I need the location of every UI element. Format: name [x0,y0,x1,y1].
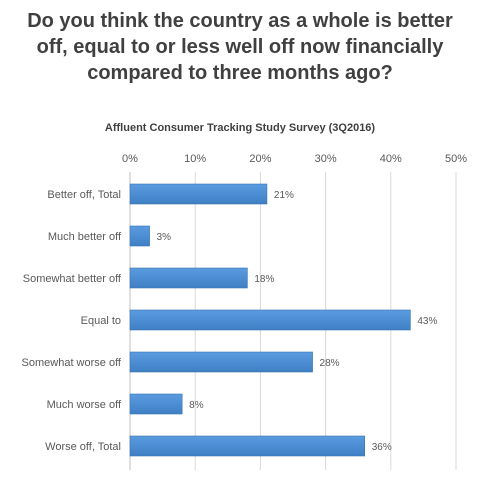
category-label: Somewhat worse off [22,357,122,369]
x-tick-label: 30% [315,153,337,165]
bar [129,393,183,415]
bar [129,435,366,457]
x-tick-label: 50% [445,153,467,165]
bars [129,183,411,457]
category-label: Better off, Total [47,189,121,201]
data-label: 3% [157,232,172,243]
bar [129,267,248,289]
data-label: 28% [320,358,340,369]
data-label: 8% [189,400,204,411]
category-label: Much better off [48,231,122,243]
data-label: 43% [417,316,437,327]
y-axis-categories: Better off, Total Much better off Somewhat… [22,189,122,453]
bar [129,225,150,247]
data-label: 36% [372,442,392,453]
data-label: 21% [274,190,294,201]
chart-subtitle: Affluent Consumer Tracking Study Survey … [104,122,376,134]
x-tick-label: 20% [249,153,271,165]
chart-title: Do you think the country as a whole is b… [27,10,453,84]
x-tick-label: 0% [122,153,138,165]
bar [129,351,313,373]
data-label: 18% [254,274,274,285]
category-label: Much worse off [47,399,122,411]
x-tick-label: 10% [184,153,206,165]
bar [129,309,411,331]
category-label: Somewhat better off [23,273,122,285]
data-labels: 21% 3% 18% 43% 28% 8% 36% [157,190,438,453]
x-axis-ticks: 0% 10% 20% 30% 40% 50% [122,153,467,165]
bar [129,183,268,205]
category-label: Equal to [81,315,121,327]
x-tick-label: 40% [380,153,402,165]
category-label: Worse off, Total [45,441,121,453]
